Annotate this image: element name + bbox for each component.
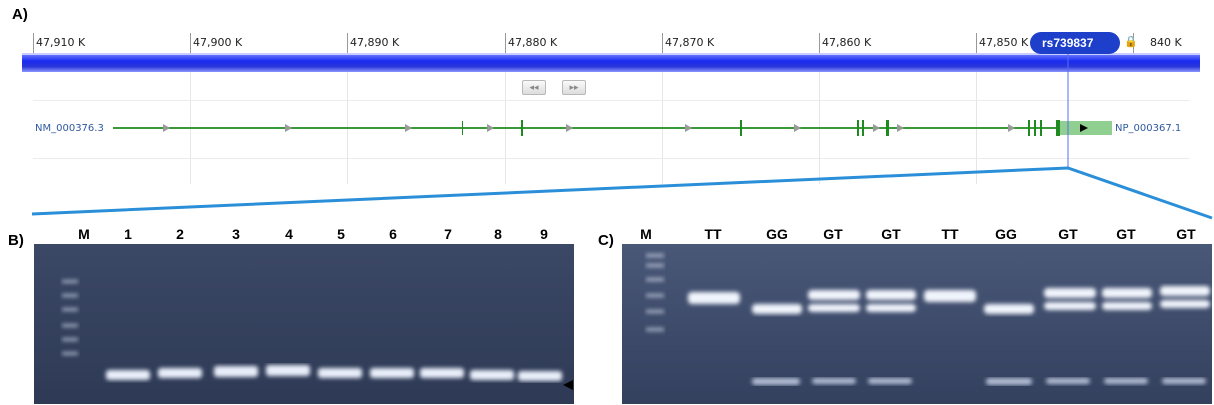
lane-label: 6 — [389, 226, 397, 242]
ruler-tick-label: 47,880 K — [508, 36, 558, 49]
gel-image-b — [34, 244, 574, 404]
lane-label: GG — [995, 226, 1017, 242]
lane-label: TT — [941, 226, 959, 242]
lane-label: 5 — [337, 226, 345, 242]
lane-label: 1 — [124, 226, 132, 242]
lane-label: 9 — [540, 226, 548, 242]
snp-marker[interactable]: rs739837 — [1030, 32, 1120, 54]
sequence-track — [22, 54, 1200, 72]
panel-a-label: A) — [12, 6, 28, 23]
lane-label: GT — [1116, 226, 1136, 242]
gel-image-c — [622, 244, 1212, 404]
lane-label: 3 — [232, 226, 240, 242]
lane-label: M — [640, 226, 652, 242]
lane-label: M — [78, 226, 90, 242]
lane-label: GT — [1058, 226, 1078, 242]
ruler-tick-label: 47,900 K — [193, 36, 243, 49]
ruler-tick-label: 47,870 K — [665, 36, 715, 49]
lane-label: 4 — [285, 226, 293, 242]
panel-c-label: C) — [598, 232, 614, 249]
lane-label: GG — [766, 226, 788, 242]
ruler-tick-label: 47,890 K — [350, 36, 400, 49]
lane-label: 8 — [494, 226, 502, 242]
ruler-tick-label: 47,910 K — [36, 36, 86, 49]
lane-label: 2 — [176, 226, 184, 242]
ruler-tick-label: 47,850 K — [979, 36, 1029, 49]
protein-accession[interactable]: NP_000367.1 — [1115, 123, 1182, 134]
lane-label: GT — [1176, 226, 1196, 242]
lane-label: GT — [881, 226, 901, 242]
prev-feature-button[interactable]: ◂◂ — [522, 80, 546, 95]
ruler-tick-label: 47,860 K — [822, 36, 872, 49]
next-feature-button[interactable]: ▸▸ — [562, 80, 586, 95]
lock-icon: 🔒 — [1124, 36, 1138, 48]
gene-model — [31, 54, 1213, 220]
panel-b-label: B) — [8, 232, 24, 249]
lane-label: TT — [704, 226, 722, 242]
transcript-accession[interactable]: NM_000376.3 — [35, 123, 104, 134]
ruler-tick-label: 840 K — [1150, 36, 1182, 49]
lane-label: GT — [823, 226, 843, 242]
lane-label: 7 — [444, 226, 452, 242]
